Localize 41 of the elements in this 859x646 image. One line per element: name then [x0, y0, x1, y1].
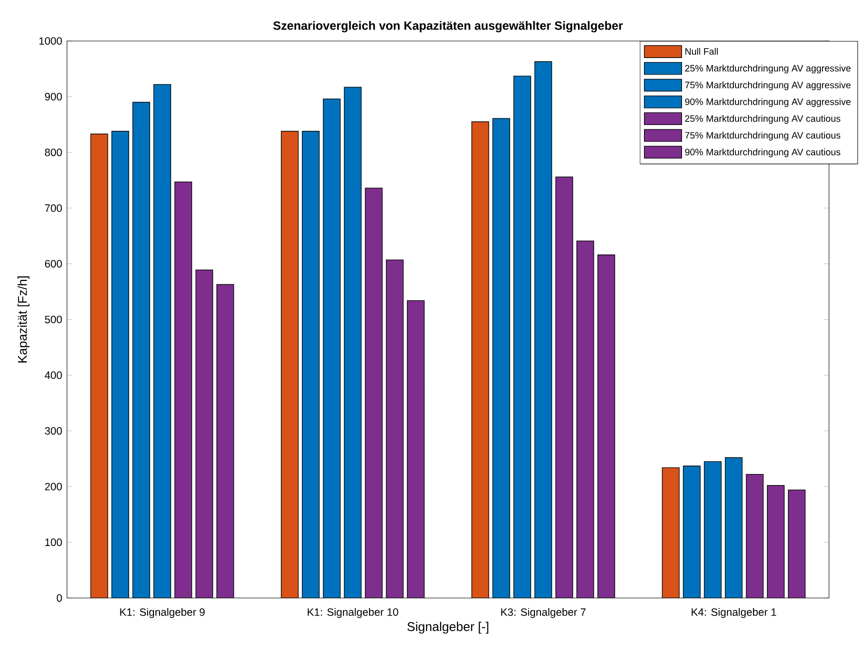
- y-tick-label: 0: [56, 594, 62, 602]
- y-tick-label: 700: [45, 204, 62, 212]
- bar: [153, 84, 172, 598]
- bar: [195, 270, 214, 598]
- bar: [513, 76, 532, 598]
- legend-label: 75% Marktdurchdringung AV aggressive: [685, 81, 851, 90]
- x-axis-title: Signalgeber [-]: [407, 622, 488, 634]
- x-tick-label: K1: Signalgeber 10: [308, 608, 398, 618]
- y-tick-label: 400: [44, 371, 62, 379]
- bar: [322, 98, 341, 598]
- bar: [386, 260, 404, 598]
- legend-label: 25% Marktdurchdringung AV cautious: [685, 114, 840, 124]
- bar: [132, 102, 150, 598]
- legend-label: 25% Marktdurchdringung AV aggressive: [685, 64, 851, 74]
- bar: [724, 457, 743, 598]
- bar: [746, 474, 764, 598]
- bar: [364, 188, 383, 598]
- bar: [704, 461, 722, 598]
- bar: [555, 176, 574, 598]
- y-tick-label: 100: [45, 538, 62, 546]
- y-tick-label: 200: [45, 482, 62, 490]
- y-tick-label: 500: [44, 316, 62, 324]
- x-tick-label: K1: Signalgeber 9: [120, 608, 205, 618]
- legend-label: 90% Marktdurchdringung AV cautious: [685, 148, 840, 158]
- bar: [766, 485, 785, 598]
- chart-title: Szenariovergleich von Kapazitäten ausgewählter Signalgeber: [273, 21, 623, 32]
- bar: [174, 182, 192, 598]
- bar: [576, 240, 594, 598]
- y-tick-label: 900: [44, 92, 62, 100]
- y-tick-label: 800: [44, 148, 62, 156]
- legend-label: Null Fall: [685, 48, 718, 55]
- x-tick-label: K3: Signalgeber 7: [501, 608, 586, 618]
- bar: [344, 86, 362, 598]
- y-tick-label: 600: [45, 260, 62, 268]
- bar: [534, 61, 552, 598]
- y-tick-label: 300: [44, 427, 62, 435]
- y-axis-title: Kapazität [Fz/h]: [18, 276, 30, 362]
- legend-label: 75% Marktdurchdringung AV cautious: [685, 132, 840, 140]
- x-tick-label: K4: Signalgeber 1: [692, 608, 776, 618]
- y-tick-label: 1000: [39, 37, 62, 45]
- legend-label: 90% Marktdurchdringung AV aggressive: [685, 98, 851, 107]
